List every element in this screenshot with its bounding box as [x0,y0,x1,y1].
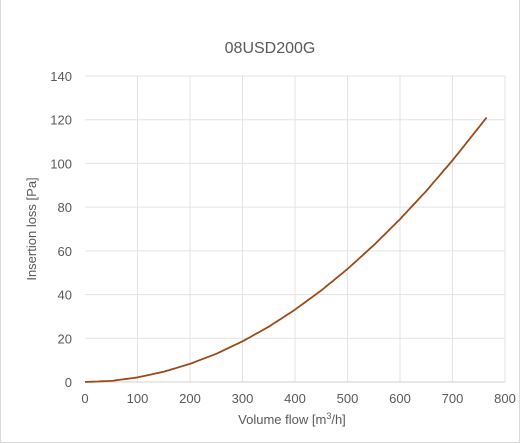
x-tick-label: 600 [389,391,411,406]
y-tick-label: 40 [58,288,72,303]
x-tick-label: 800 [494,391,516,406]
x-tick-labels: 0 100 200 300 400 500 600 700 800 [81,391,515,406]
x-tick-label: 200 [179,391,201,406]
x-tick-label: 100 [127,391,149,406]
x-tick-label: 700 [442,391,464,406]
y-tick-label: 60 [58,244,72,259]
y-tick-label: 20 [58,331,72,346]
x-tick-label: 300 [232,391,254,406]
y-tick-label: 120 [50,113,72,128]
y-axis-label: Insertion loss [Pa] [24,177,39,280]
y-tick-label: 100 [50,156,72,171]
series-line [84,116,488,383]
y-tick-label: 0 [65,375,72,390]
x-tick-label: 500 [337,391,359,406]
y-tick-label: 140 [50,69,72,84]
grid-lines [85,75,506,383]
chart-title: 08USD200G [225,40,316,57]
series-layer [84,116,488,383]
y-tick-label: 80 [58,200,72,215]
x-axis-label: Volume flow [m3/h] [238,411,346,427]
y-tick-labels: 0 20 40 60 80 100 120 140 [50,69,72,390]
x-tick-label: 0 [81,391,88,406]
x-tick-label: 400 [284,391,306,406]
